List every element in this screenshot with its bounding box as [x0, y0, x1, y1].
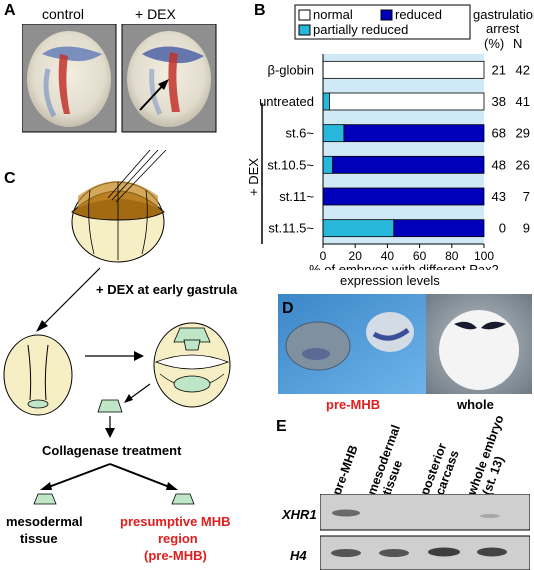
dissected-embryo-icon	[153, 322, 231, 408]
bar-partially-reduced-1	[322, 92, 330, 111]
bar-partially-reduced-5	[322, 219, 395, 238]
right-values: 21 42 38 41 68 29 48 26 43 7 0 9	[492, 62, 530, 235]
pre-mhb-photo-label: pre-MHB	[326, 397, 381, 412]
panel-c-letter: C	[4, 170, 16, 187]
x-label-2: expression levels	[340, 273, 440, 288]
arrest-header-2: arrest	[486, 21, 520, 36]
pmhb-label-2: region	[158, 531, 198, 546]
arrest-value-3: 48	[492, 157, 506, 172]
panel-e-letter: E	[276, 418, 287, 435]
mhb-piece-icon	[171, 493, 195, 505]
bar-partially-reduced-3	[322, 155, 334, 174]
dex-gastrula-label: + DEX at early gastrula	[96, 282, 238, 297]
x-tick-label-2: 40	[381, 249, 395, 263]
legend-swatch-reduced	[380, 9, 393, 21]
legend-label-partial: partially reduced	[313, 22, 408, 37]
chart-legend: normal reduced partially reduced	[294, 4, 471, 40]
legend-label-normal: normal	[313, 7, 353, 22]
row-label-xhr1: XHR1	[282, 507, 317, 522]
meso-label-2: tissue	[20, 531, 58, 546]
arrest-value-2: 68	[492, 126, 506, 141]
category-label-3: st.10.5~	[267, 157, 314, 172]
bar-reduced-2	[343, 124, 485, 143]
xhr1-band-pre-mhb	[332, 509, 360, 517]
h4-band-2	[379, 549, 409, 557]
bar-partially-reduced-2	[322, 124, 345, 143]
category-label-1: untreated	[259, 94, 314, 109]
n-value-3: 26	[516, 157, 530, 172]
col-label-pre-mhb: pre-MHB	[330, 443, 361, 497]
n-value-1: 41	[516, 94, 530, 109]
arrest-value-0: 21	[492, 62, 506, 77]
n-value-0: 42	[516, 62, 530, 77]
category-label-5: st.11.5~	[268, 221, 314, 236]
x-tick-label-3: 60	[413, 249, 427, 263]
arrest-value-5: 0	[499, 221, 506, 236]
bar-normal-1	[329, 92, 485, 111]
legend-label-reduced: reduced	[395, 7, 442, 22]
n-value-4: 7	[523, 189, 530, 204]
arrest-unit: (%)	[484, 36, 504, 51]
legend-swatch-partial	[298, 24, 311, 36]
bar-reduced-4	[322, 187, 485, 206]
category-label-2: st.6~	[285, 126, 314, 141]
arrest-header-1: gastrulation	[473, 7, 534, 22]
bar-reduced-5	[393, 219, 485, 238]
arrest-value-1: 38	[492, 94, 506, 109]
category-labels: β-globin untreated st.6~ st.10.5~ st.11~ st.1…	[259, 62, 314, 235]
h4-band-1	[331, 549, 361, 557]
h4-band-3	[428, 547, 460, 557]
category-label-0: β-globin	[267, 62, 314, 77]
injected-embryo-icon	[71, 150, 167, 263]
bars-group	[322, 60, 485, 238]
plot-area	[323, 54, 484, 244]
n-header: N	[513, 36, 522, 51]
x-tick-label-5: 100	[474, 249, 494, 263]
panel-a-letter: A	[4, 2, 16, 19]
neurula-embryo-icon	[3, 334, 73, 416]
panel-d-photos	[278, 294, 532, 394]
collagenase-arrows	[33, 463, 195, 505]
h4-band-4	[477, 547, 507, 557]
x-tick-label-0: 0	[320, 249, 327, 263]
x-tick-label-4: 80	[445, 249, 459, 263]
pax2-chart: normal reduced partially reduced gastrul…	[246, 4, 534, 270]
legend-swatch-normal	[298, 9, 311, 21]
panel-e-gels	[320, 494, 530, 570]
x-ticks: 0 20 40 60 80 100	[320, 244, 494, 263]
control-label: control	[42, 6, 85, 22]
x-tick-label-1: 20	[349, 249, 363, 263]
bar-normal-0	[322, 60, 485, 79]
panel-b-letter: B	[254, 2, 266, 19]
x-label-1: % of embryos with different Pax2	[309, 262, 499, 270]
panel-c-diagram	[3, 150, 231, 438]
dex-label: + DEX	[135, 6, 176, 22]
n-value-2: 29	[516, 126, 530, 141]
dex-embryo-photo	[121, 24, 217, 133]
panel-e-column-labels: pre-MHB mesodermal tissue posterior carc…	[330, 413, 507, 498]
panel-d-letter: D	[282, 300, 294, 317]
meso-label-1: mesodermal	[6, 514, 83, 529]
dex-group-label: + DEX	[246, 158, 261, 196]
row-label-h4: H4	[290, 548, 307, 563]
arrest-value-4: 43	[492, 189, 506, 204]
pmhb-label-1: presumptive MHB	[120, 514, 231, 529]
category-label-4: st.11~	[279, 189, 314, 204]
mesoderm-piece-icon	[33, 493, 57, 505]
pmhb-label-3: (pre-MHB)	[144, 548, 207, 563]
whole-photo-label: whole	[457, 397, 494, 412]
bar-reduced-3	[332, 155, 485, 174]
collagenase-label: Collagenase treatment	[42, 443, 182, 458]
panel-a-photos	[22, 24, 217, 133]
n-value-5: 9	[523, 221, 530, 236]
control-embryo-photo	[22, 24, 117, 133]
explant-icon	[97, 399, 123, 413]
